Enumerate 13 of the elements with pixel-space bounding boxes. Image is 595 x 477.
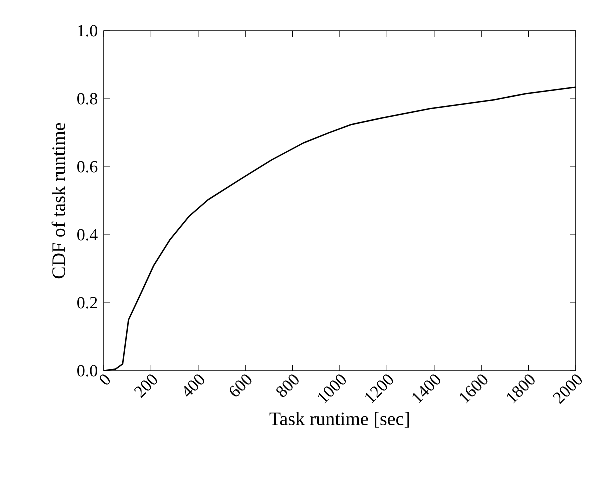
- x-tick-label: 800: [276, 374, 299, 398]
- y-tick-label: 0.6: [78, 161, 98, 173]
- x-axis-title: Task runtime [sec]: [270, 412, 410, 428]
- y-tick-label: 1.0: [78, 25, 98, 37]
- x-tick-label: 400: [184, 374, 204, 397]
- x-tick-label: 200: [134, 374, 158, 398]
- y-tick-label: 0.4: [78, 229, 98, 241]
- y-tick-label: 0.2: [78, 297, 98, 309]
- y-axis-title: CDF of task runtime: [52, 123, 66, 279]
- y-tick-label: 0.0: [78, 365, 98, 377]
- x-tick-label: 600: [230, 374, 252, 397]
- x-tick-label: 0: [100, 374, 110, 385]
- y-tick-label: 0.8: [78, 93, 98, 105]
